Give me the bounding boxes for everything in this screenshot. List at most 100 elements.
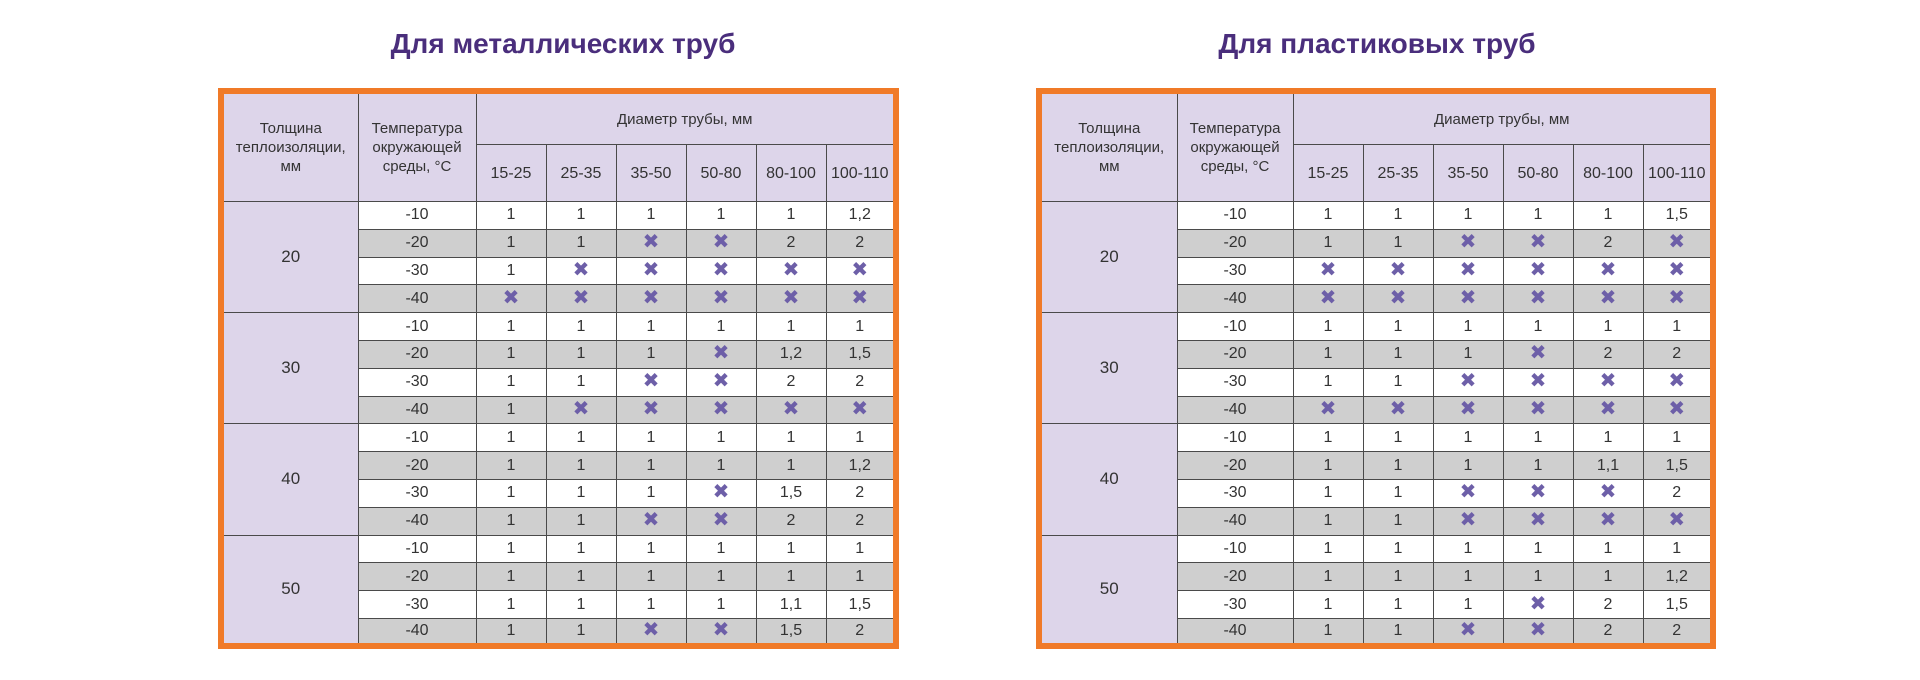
not-allowed-cross-icon: ✖ (572, 286, 590, 309)
not-allowed-cross-icon: ✖ (712, 286, 730, 309)
not-allowed-cross-icon: ✖ (1529, 370, 1547, 393)
value-cell: 1 (545, 339, 617, 369)
value-cell: 1 (545, 590, 617, 619)
value-text: 1 (1393, 567, 1403, 585)
value-cell: 1 (685, 562, 757, 592)
value-text: 1 (506, 484, 516, 502)
value-cell: 1 (1572, 312, 1644, 341)
value-cell: 2 (1572, 228, 1644, 258)
value-text: 2 (1603, 234, 1613, 252)
value-text: 1 (855, 567, 865, 585)
temperature-cell: -10 (357, 534, 477, 564)
value-cell: ✖ (1502, 228, 1574, 258)
value-cell: 1 (685, 312, 757, 341)
temperature-cell: -20 (357, 562, 477, 592)
not-allowed-cross-icon: ✖ (712, 370, 730, 393)
not-allowed-cross-icon: ✖ (1459, 258, 1477, 281)
value-cell: 2 (755, 506, 827, 536)
value-cell: 2 (1572, 339, 1644, 369)
temperature-cell: -30 (1176, 478, 1294, 508)
metal-pipes-table: Толщина теплоизоляции, мм Температура окр… (218, 88, 899, 650)
diameter-column-header: 15-25 (1292, 144, 1364, 202)
diameter-column-header: 100-110 (1642, 144, 1714, 202)
value-text: 1 (506, 234, 516, 252)
not-allowed-cross-icon: ✖ (1529, 592, 1547, 615)
table-row: -40 ✖ ✖ ✖ ✖ ✖ ✖ (1039, 284, 1714, 314)
value-text: 1 (716, 595, 726, 613)
temperature-cell: -30 (357, 256, 477, 286)
value-cell: 2 (755, 228, 827, 258)
value-cell: ✖ (545, 256, 617, 286)
value-cell: 1 (825, 534, 897, 564)
value-cell: ✖ (1642, 367, 1714, 397)
not-allowed-cross-icon: ✖ (1668, 286, 1686, 309)
value-text: 1 (1393, 595, 1403, 613)
value-cell: 1 (475, 395, 547, 425)
value-text: 1 (1323, 512, 1333, 530)
value-cell: 1 (1292, 562, 1364, 592)
table-row: -40 1 1 ✖ ✖ 2 2 (221, 506, 897, 536)
table-row: -30 1 1 ✖ ✖ 2 2 (221, 367, 897, 397)
value-text: 1 (1393, 512, 1403, 530)
value-text: 1 (576, 484, 586, 502)
not-allowed-cross-icon: ✖ (1529, 286, 1547, 309)
temperature-cell: -10 (357, 423, 477, 453)
value-text: 1 (1603, 317, 1613, 335)
value-text: 1 (786, 456, 796, 474)
value-cell: 2 (825, 228, 897, 258)
value-text: 1 (1463, 456, 1473, 474)
value-cell: 1 (755, 201, 827, 230)
value-cell: 1 (545, 201, 617, 230)
value-cell: 1 (1362, 534, 1434, 564)
table-row: -40 ✖ ✖ ✖ ✖ ✖ ✖ (221, 284, 897, 314)
temperature-cell: -40 (1176, 506, 1294, 536)
value-cell: 1 (1572, 201, 1644, 230)
value-text: 1 (1393, 234, 1403, 252)
value-cell: ✖ (1502, 395, 1574, 425)
value-cell: ✖ (1362, 256, 1434, 286)
not-allowed-cross-icon: ✖ (1319, 258, 1337, 281)
value-cell: 1 (685, 590, 757, 619)
value-text: 1 (646, 428, 656, 446)
value-cell: 1 (1362, 339, 1434, 369)
not-allowed-cross-icon: ✖ (712, 342, 730, 365)
value-cell: 1 (545, 228, 617, 258)
value-cell: 1,5 (755, 478, 827, 508)
temperature-cell: -20 (1176, 339, 1294, 369)
value-text: 1 (1323, 595, 1333, 613)
value-text: 1 (1603, 539, 1613, 557)
diameter-header: Диаметр трубы, мм (1292, 90, 1714, 145)
value-text: 1 (786, 317, 796, 335)
value-cell: ✖ (545, 284, 617, 314)
value-cell: ✖ (1572, 478, 1644, 508)
value-text: 2 (855, 512, 865, 530)
value-text: 1 (716, 567, 726, 585)
value-cell: 1 (1572, 423, 1644, 453)
value-text: 1 (1463, 206, 1473, 224)
value-cell: 1 (1292, 312, 1364, 341)
table-row: 50 -10 1 1 1 1 1 1 (220, 534, 897, 647)
not-allowed-cross-icon: ✖ (1459, 231, 1477, 254)
value-cell: 2 (825, 367, 897, 397)
value-text: 1 (506, 261, 516, 279)
value-text: 1 (716, 539, 726, 557)
value-cell: 1 (685, 451, 757, 480)
value-text: 1 (1323, 234, 1333, 252)
value-text: 1 (1463, 595, 1473, 613)
value-cell: ✖ (1362, 284, 1434, 314)
value-cell: 1 (1432, 534, 1504, 564)
value-cell: 1 (1432, 312, 1504, 341)
value-text: 1 (646, 345, 656, 363)
temperature-cell: -40 (1176, 284, 1294, 314)
value-cell: ✖ (1502, 339, 1574, 369)
value-text: 1,5 (848, 595, 871, 613)
value-cell: ✖ (825, 256, 897, 286)
value-text: 1 (716, 456, 726, 474)
value-text: 1 (576, 567, 586, 585)
value-text: 1 (646, 484, 656, 502)
thickness-cell: 20 (220, 200, 359, 314)
value-cell: ✖ (755, 395, 827, 425)
value-cell: ✖ (755, 284, 827, 314)
not-allowed-cross-icon: ✖ (1599, 370, 1617, 393)
value-cell: ✖ (685, 617, 757, 647)
